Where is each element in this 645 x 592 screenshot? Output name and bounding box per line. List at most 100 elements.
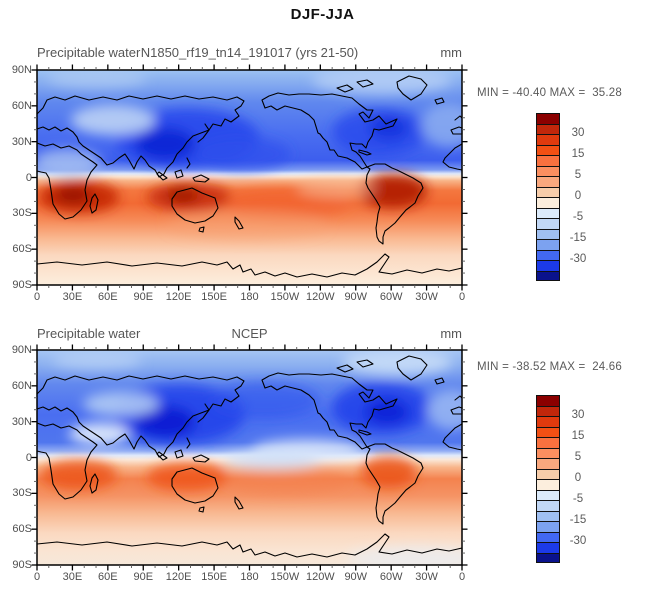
colorbar-band bbox=[536, 155, 560, 166]
colorbar-band bbox=[536, 113, 560, 124]
colorbar-band bbox=[536, 207, 560, 218]
minmax-stats: MIN = -38.52 MAX = 24.66 bbox=[477, 361, 622, 373]
x-tick-label: 30W bbox=[415, 571, 438, 583]
y-tick-label: 30N bbox=[11, 135, 32, 148]
colorbar-band bbox=[536, 239, 560, 250]
x-tick-label: 120E bbox=[165, 571, 192, 583]
x-axis-labels: 0 30E 60E 90E 120E 150E 180 150W 120W 90W 60W 30W 0 bbox=[34, 291, 465, 304]
x-tick-label: 0 bbox=[33, 571, 41, 583]
colorbar-band bbox=[536, 260, 560, 271]
y-tick-label: 0 bbox=[25, 171, 32, 184]
minmax-stats: MIN = -40.40 MAX = 35.28 bbox=[477, 87, 622, 99]
y-axis-labels: 90N 60N 30N 0 30S 60S 90S bbox=[2, 344, 32, 571]
world-map-model bbox=[31, 64, 468, 291]
x-tick-label: 150E bbox=[201, 571, 227, 583]
colorbar-band bbox=[536, 531, 560, 542]
colorbar-tick-label: 15 bbox=[571, 430, 585, 442]
map-svg-model bbox=[31, 64, 468, 291]
colorbar-band bbox=[536, 416, 560, 427]
colorbar-band bbox=[536, 197, 560, 208]
figure-title: DJF-JJA bbox=[290, 6, 355, 23]
colorbar-tick-label: 0 bbox=[574, 190, 582, 202]
colorbar-band bbox=[536, 123, 560, 134]
x-tick-label: 150E bbox=[201, 291, 227, 303]
y-tick-label: 90S bbox=[12, 279, 32, 291]
case-label: N1850_rf19_tn14_191017 (yrs 21-50) bbox=[140, 45, 359, 60]
y-tick-label: 30S bbox=[12, 207, 32, 220]
colorbar-band bbox=[536, 186, 560, 197]
colorbar-tick-label: 30 bbox=[571, 127, 585, 139]
case-label: NCEP bbox=[231, 326, 268, 341]
world-map-ncep bbox=[31, 344, 468, 571]
x-tick-label: 0 bbox=[458, 291, 466, 303]
colorbar-band bbox=[536, 176, 560, 187]
y-tick-label: 60N bbox=[11, 99, 32, 112]
colorbar-band bbox=[536, 437, 560, 448]
panel-ncep: Precipitable water NCEP mm MIN = -38.52 … bbox=[0, 326, 645, 592]
colorbar-band bbox=[536, 165, 560, 176]
colorbar-tick-label: -30 bbox=[569, 253, 587, 265]
colorbar-labels: 30 15 5 0 -5 -15 -30 bbox=[562, 395, 594, 563]
colorbar-band bbox=[536, 134, 560, 145]
x-tick-label: 90E bbox=[133, 571, 154, 583]
units-label: mm bbox=[440, 45, 462, 60]
x-tick-label: 60E bbox=[98, 571, 118, 583]
x-tick-label: 90W bbox=[344, 571, 368, 583]
colorbar-band bbox=[536, 447, 560, 458]
frame-ticks bbox=[31, 64, 468, 291]
field-label: Precipitable water bbox=[37, 45, 141, 60]
colorbar-band bbox=[536, 395, 560, 406]
x-tick-label: 60E bbox=[98, 291, 118, 303]
colorbar-band bbox=[536, 468, 560, 479]
colorbar-band bbox=[536, 479, 560, 490]
x-tick-label: 90W bbox=[344, 291, 368, 303]
y-axis-labels: 90N 60N 30N 0 30S 60S 90S bbox=[2, 64, 32, 291]
y-tick-label: 60S bbox=[12, 243, 32, 256]
colorbar-band bbox=[536, 405, 560, 416]
panel-model-header: Precipitable water N1850_rf19_tn14_19101… bbox=[37, 45, 462, 61]
colorbar-tick-label: -15 bbox=[569, 232, 587, 244]
frame-ticks bbox=[31, 344, 468, 571]
x-tick-label: 30E bbox=[62, 291, 83, 303]
x-axis-labels: 0 30E 60E 90E 120E 150E 180 150W 120W 90W 60W 30W 0 bbox=[34, 571, 465, 584]
x-tick-label: 60W bbox=[379, 291, 403, 303]
colorbar-tick-label: 30 bbox=[571, 409, 585, 421]
y-tick-label: 90N bbox=[11, 64, 32, 76]
colorbar-band bbox=[536, 500, 560, 511]
units-label: mm bbox=[440, 326, 462, 341]
colorbar-band bbox=[536, 489, 560, 500]
colorbar-band bbox=[536, 542, 560, 553]
x-tick-label: 150W bbox=[270, 291, 300, 303]
y-tick-label: 60N bbox=[11, 379, 32, 392]
x-tick-label: 120E bbox=[165, 291, 192, 303]
x-tick-label: 0 bbox=[33, 291, 41, 303]
x-tick-label: 180 bbox=[240, 571, 259, 583]
colorbar-band bbox=[536, 458, 560, 469]
y-tick-label: 60S bbox=[12, 523, 32, 536]
colorbar-band bbox=[536, 510, 560, 521]
colorbar-tick-label: -5 bbox=[572, 493, 584, 505]
x-tick-label: 60W bbox=[379, 571, 403, 583]
colorbar-tick-label: 0 bbox=[574, 472, 582, 484]
x-tick-label: 30W bbox=[415, 291, 438, 303]
colorbar-tick-label: 5 bbox=[574, 169, 582, 181]
colorbar-tick-label: 15 bbox=[571, 148, 585, 160]
x-tick-label: 30E bbox=[62, 571, 83, 583]
colorbar-band bbox=[536, 270, 560, 281]
colorbar-band bbox=[536, 228, 560, 239]
y-tick-label: 90S bbox=[12, 559, 32, 571]
panel-ncep-header: Precipitable water NCEP mm bbox=[37, 326, 462, 342]
x-tick-label: 120W bbox=[305, 571, 335, 583]
colorbar-tick-label: -5 bbox=[572, 211, 584, 223]
colorbar-band bbox=[536, 218, 560, 229]
x-tick-label: 0 bbox=[458, 571, 466, 583]
colorbar-band bbox=[536, 521, 560, 532]
colorbar bbox=[536, 395, 560, 563]
x-tick-label: 90E bbox=[133, 291, 154, 303]
map-svg-ncep bbox=[31, 344, 468, 571]
y-tick-label: 90N bbox=[11, 344, 32, 356]
colorbar-band bbox=[536, 249, 560, 260]
panel-model: Precipitable water N1850_rf19_tn14_19101… bbox=[0, 45, 645, 311]
colorbar bbox=[536, 113, 560, 281]
